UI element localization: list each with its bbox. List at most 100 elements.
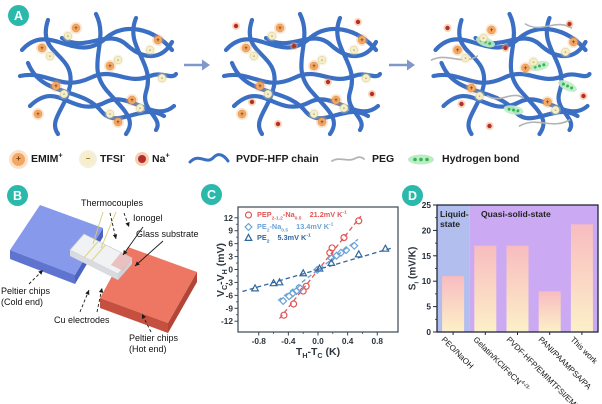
- data-point: [269, 278, 278, 287]
- hydrogen-bond-icon: [558, 80, 577, 92]
- svg-text:-: -: [565, 50, 567, 56]
- pvdf-chain-icon: [544, 15, 574, 133]
- hot-chip-right-face: [168, 272, 197, 333]
- fit-line: [277, 238, 359, 302]
- chart-legend-row: PE2-Na0.5 13.4mV K-1: [244, 222, 333, 233]
- data-point: [280, 311, 288, 319]
- data-point: [354, 249, 364, 258]
- svg-text:-: -: [343, 106, 345, 112]
- panel-d-letter: D: [407, 188, 418, 203]
- thermocouples-label: Thermocouples: [80, 198, 144, 208]
- polymer-network-stage1: +-+-+-+-+-+-+-+-: [17, 11, 179, 137]
- data-point: [278, 296, 288, 306]
- pvdf-chain-icon: [93, 11, 133, 137]
- device-drawing: [10, 205, 197, 333]
- pvdf-chain-icon: [507, 11, 546, 137]
- svg-text:6: 6: [228, 239, 233, 249]
- pvdf-chain-icon: [229, 60, 371, 121]
- tfsi-ion-icon: −: [82, 153, 94, 165]
- svg-text:+: +: [240, 112, 244, 118]
- svg-text:20: 20: [422, 225, 432, 235]
- panel-b-badge: B: [7, 185, 28, 206]
- svg-text:-: -: [67, 34, 69, 40]
- panel-c-badge: C: [201, 184, 222, 205]
- svg-text:+: +: [360, 38, 364, 44]
- thermocouple-wire-2: [100, 211, 117, 249]
- data-point: [302, 282, 310, 290]
- svg-text:-12: -12: [221, 316, 233, 326]
- svg-text:-: -: [109, 112, 111, 118]
- diamond-marker-icon: [244, 222, 253, 231]
- peg-chain-icon: [518, 119, 571, 127]
- triangle-marker-icon: [244, 233, 253, 242]
- svg-text:-: -: [117, 58, 119, 64]
- data-point: [244, 222, 253, 231]
- peg-chain-icon: [430, 55, 479, 61]
- svg-text:+: +: [278, 26, 282, 32]
- svg-text:-0.8: -0.8: [252, 336, 267, 346]
- legend-item-emim: + EMIM+: [12, 147, 63, 171]
- data-point: [340, 234, 348, 242]
- bar: [474, 245, 497, 332]
- glass-substrate-side: [118, 258, 132, 280]
- svg-text:+: +: [572, 40, 576, 46]
- data-point: [328, 244, 336, 252]
- x-axis-label: TH-TC (K): [295, 346, 341, 361]
- stage-arrow-2-icon: [389, 59, 415, 71]
- device-schematic: Thermocouples Ionogel Glass substrate Pe…: [0, 182, 205, 404]
- fit-line: [278, 215, 362, 320]
- hydrogen-bond-icon: [408, 154, 434, 164]
- legend-label-emim: EMIM+: [31, 151, 63, 165]
- comparison-bar-chart: 0 5 10 15 20 25 Liquid-state Quasi-solid-state S…: [403, 182, 602, 404]
- data-point: [327, 258, 336, 267]
- svg-text:-: -: [353, 48, 355, 54]
- svg-text:-6: -6: [226, 290, 234, 300]
- callout-arrows: [28, 212, 164, 333]
- svg-text:+: +: [156, 38, 160, 44]
- polymer-network-stage2: +-+-+-+-+-+-+-+-: [221, 11, 383, 137]
- data-point: [289, 300, 298, 308]
- svg-text:-: -: [313, 112, 315, 118]
- seebeck-scatter-chart: -0.8 -0.4 0.0 0.4 0.8 -12 -9 -6 -3 0 3 6 9 12 TH-TC (K…: [203, 182, 403, 382]
- svg-text:-0.4: -0.4: [281, 336, 296, 346]
- svg-text:+: +: [74, 26, 78, 32]
- svg-text:-: -: [139, 106, 141, 112]
- data-point: [288, 288, 298, 298]
- legend-label-hbond: Hydrogen bond: [442, 153, 520, 165]
- svg-text:-: -: [149, 48, 151, 54]
- svg-text:-: -: [365, 76, 367, 82]
- svg-text:-: -: [161, 76, 163, 82]
- svg-text:-: -: [267, 92, 269, 98]
- legend-label-na: Na+: [152, 151, 170, 165]
- polymer-network-stage3: +-+-+-+-+-+-: [430, 11, 592, 137]
- zone-label-liquid: Liquid-state: [440, 209, 469, 229]
- cu-electrode-line-2: [91, 244, 107, 262]
- svg-text:-: -: [555, 108, 557, 114]
- circle-marker-icon: [244, 211, 253, 219]
- data-point: [244, 233, 253, 242]
- bar: [442, 276, 465, 332]
- data-point: [341, 245, 351, 255]
- peltier-cold-label: Peltier chips (Cold end): [1, 286, 51, 307]
- panel-a-letter: A: [13, 8, 24, 23]
- peg-chain-icon: [331, 156, 365, 162]
- svg-text:10: 10: [422, 276, 432, 286]
- legend-label-tfsi: TFSI-: [100, 151, 126, 165]
- svg-text:-: -: [253, 54, 255, 60]
- svg-text:+: +: [312, 64, 316, 70]
- data-point: [298, 268, 308, 277]
- legend-item-peg: PEG: [330, 147, 394, 171]
- pvdf-chain-icon: [25, 60, 167, 121]
- data-point: [350, 241, 359, 251]
- panel-d-badge: D: [402, 185, 423, 206]
- data-point: [336, 248, 346, 257]
- svg-text:+: +: [546, 100, 550, 106]
- svg-text:-: -: [533, 60, 535, 66]
- pvdf-chain-icon: [131, 15, 160, 133]
- ionogel-label: Ionogel: [133, 213, 163, 223]
- svg-text:+: +: [524, 66, 528, 72]
- svg-text:3: 3: [228, 252, 233, 262]
- glass-substrate-label: Glass substrate: [136, 229, 199, 239]
- svg-text:0.8: 0.8: [371, 336, 383, 346]
- na-ion-icon: [138, 155, 146, 163]
